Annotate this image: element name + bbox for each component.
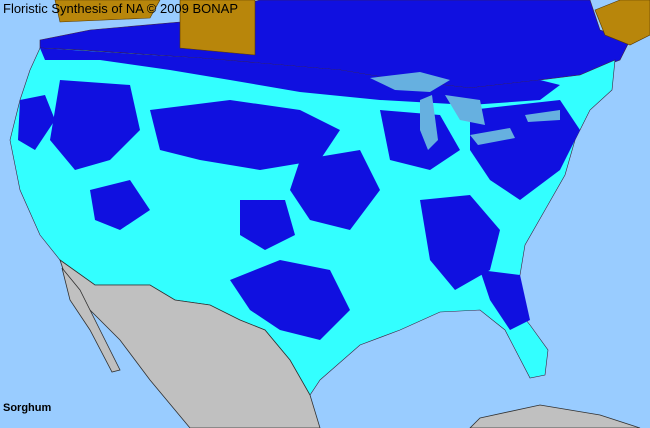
cuba — [469, 404, 641, 428]
great-lakes — [370, 72, 560, 150]
map-title: Floristic Synthesis of NA © 2009 BONAP — [3, 1, 239, 16]
canada-brown-nw — [54, 0, 161, 23]
canada-brown-east — [594, 0, 650, 46]
mexico-region — [59, 258, 321, 428]
taxon-label: Sorghum — [3, 402, 52, 414]
baja-california — [61, 267, 121, 373]
canada-brown-west — [179, 0, 256, 56]
native-presence-areas — [18, 48, 580, 340]
